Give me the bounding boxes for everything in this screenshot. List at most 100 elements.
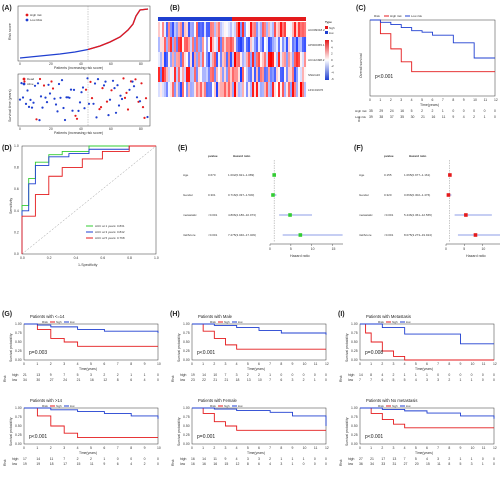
- km-pvalue: p=0.008: [365, 350, 383, 356]
- km-xtick: 0: [23, 446, 25, 450]
- b-heat-cell: [228, 22, 230, 37]
- b-heat-cell: [272, 67, 274, 82]
- a-survival-point: [79, 101, 81, 103]
- km-risk-count-high: 0: [482, 457, 484, 461]
- panel-label-e: (E): [178, 145, 187, 152]
- d-legend-label: AUC at 5 years: 0.768: [95, 236, 125, 240]
- b-heat-cell: [264, 52, 266, 67]
- c-risk-count: 5: [411, 109, 413, 113]
- b-heat-cell: [274, 22, 276, 37]
- km-xtick: 4: [77, 446, 79, 450]
- km-risk-count-low: 0: [157, 378, 159, 382]
- km-risk-count-high: 7: [404, 457, 406, 461]
- b-heat-cell: [290, 82, 292, 97]
- b-heat-cell: [216, 82, 218, 97]
- b-heat-cell: [172, 67, 174, 82]
- km-risk-label: Risk: [171, 459, 175, 466]
- b-heat-cell: [176, 67, 178, 82]
- a-survival-point: [77, 110, 79, 112]
- b-heat-cell: [298, 22, 300, 37]
- b-heat-cell: [216, 37, 218, 52]
- km-curve-high: [192, 408, 326, 430]
- b-heat-cell: [254, 22, 256, 37]
- c-risk-count: 2: [473, 115, 475, 119]
- b-heat-cell: [262, 52, 264, 67]
- a-survival-point: [62, 107, 64, 109]
- b-heat-cell: [270, 82, 272, 97]
- d-xtick: 0.0: [20, 256, 25, 260]
- b-heat-cell: [254, 82, 256, 97]
- a-risk-curve-high: [88, 9, 148, 50]
- b-heat-cell: [196, 82, 198, 97]
- b-heat-cell: [188, 52, 190, 67]
- b-heat-cell: [200, 82, 202, 97]
- km-risk-count-low: 36: [359, 462, 363, 466]
- b-heat-cell: [218, 52, 220, 67]
- km-xtick: 2: [381, 446, 383, 450]
- b-gene-label: AC112498.2: [308, 58, 325, 62]
- km-risk-count-low: 19: [36, 462, 40, 466]
- panel-label-f: (F): [354, 145, 363, 152]
- b-heat-cell: [284, 52, 286, 67]
- km-ytick: 0.00: [183, 442, 190, 446]
- km-xtick: 9: [460, 446, 462, 450]
- b-heat-cell: [284, 22, 286, 37]
- km-pvalue: p=0.003: [29, 350, 47, 356]
- b-heat-cell: [220, 37, 222, 52]
- km-xtick: 11: [482, 446, 486, 450]
- km-risk-count-high: 0: [157, 457, 159, 461]
- a-survival-point: [29, 99, 31, 101]
- km-risk-count-high: 1: [103, 457, 105, 461]
- b-heat-cell: [274, 67, 276, 82]
- b-heat-cell: [158, 52, 160, 67]
- b-heat-cell: [176, 52, 178, 67]
- b-heat-cell: [192, 22, 194, 37]
- km-ytick: 0.75: [183, 331, 190, 335]
- b-heat-cell: [236, 37, 238, 52]
- b-heat-cell: [214, 22, 216, 37]
- d-legend-label: AUC at 1 years: 0.831: [95, 224, 125, 228]
- km-risk-count-low: 6: [280, 378, 282, 382]
- km-xtick: 0: [359, 446, 361, 450]
- b-heat-cell: [266, 82, 268, 97]
- b-scale-label: 4: [331, 45, 333, 49]
- b-heat-cell: [222, 67, 224, 82]
- b-heat-cell: [284, 82, 286, 97]
- a-survival-point: [70, 89, 72, 91]
- km-risk-count-high: 0: [471, 373, 473, 377]
- km-xlabel: Time(years): [415, 367, 433, 371]
- km-xtick: 0: [359, 362, 361, 366]
- c-risk-count: 35: [369, 109, 373, 113]
- b-heat-cell: [272, 82, 274, 97]
- km-xtick: 3: [63, 446, 65, 450]
- b-heat-cell: [200, 52, 202, 67]
- b-heat-cell: [264, 67, 266, 82]
- b-heat-cell: [206, 67, 208, 82]
- km-risk-count-high: 7: [63, 457, 65, 461]
- b-heat-cell: [238, 22, 240, 37]
- km-xtick: 6: [258, 446, 260, 450]
- panel-b: (B) AC009318.2AP000365.1AC112498.2SNHG20…: [158, 5, 335, 97]
- a-survival-point: [26, 89, 28, 91]
- b-heat-cell: [172, 22, 174, 37]
- b-heat-cell: [168, 52, 170, 67]
- b-heat-cell: [232, 52, 234, 67]
- a-survival-point: [109, 99, 111, 101]
- b-heat-cell: [200, 67, 202, 82]
- b-heatmap: [158, 22, 306, 97]
- km-risk-count-low: 5: [404, 378, 406, 382]
- km-risk-count-high: 1: [303, 457, 305, 461]
- f-row-pvalue: <0.001: [384, 213, 394, 217]
- b-heat-cell: [158, 22, 160, 37]
- km-risk-count-low: 2: [448, 378, 450, 382]
- b-heat-cell: [164, 67, 166, 82]
- a-survival-point: [121, 98, 123, 100]
- b-heat-cell: [286, 37, 288, 52]
- km-xlabel: Time(years): [415, 451, 433, 455]
- c-risk-count: 0: [494, 109, 496, 113]
- b-heat-cell: [160, 52, 162, 67]
- f-row-name: Age: [359, 173, 365, 177]
- km-xtick: 8: [280, 446, 282, 450]
- b-heat-cell: [250, 52, 252, 67]
